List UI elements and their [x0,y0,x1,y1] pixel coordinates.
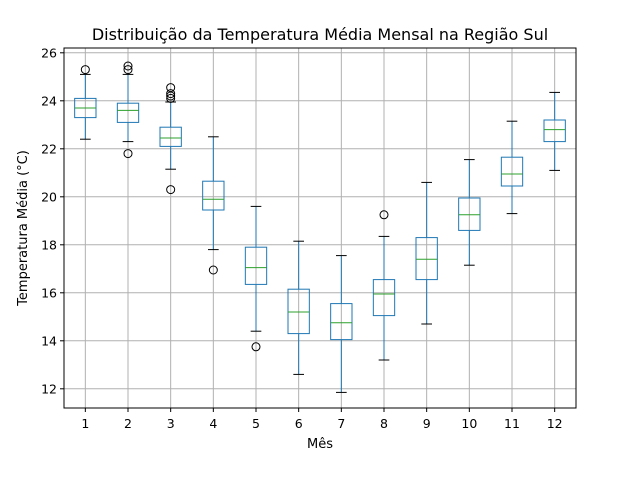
plot-frame [63,47,577,409]
x-tick-label: 6 [295,416,303,431]
x-tick-label: 1 [81,416,89,431]
x-axis-title: Mês [307,437,333,452]
x-tick-label: 10 [461,416,477,431]
box-month-12 [543,91,566,171]
x-tick-label: 4 [209,416,217,431]
box-month-2 [116,61,140,159]
x-tick-label: 2 [124,416,132,431]
y-tick-label: 20 [41,189,57,204]
iqr-box [244,246,268,285]
box-month-11 [500,120,524,215]
iqr-box [330,303,353,341]
iqr-box [372,279,396,317]
y-axis-title: Temperatura Média (°C) [16,150,31,307]
iqr-box [287,288,310,335]
outlier-point [166,83,176,93]
y-tick-label: 12 [41,381,57,396]
iqr-box [202,180,225,211]
iqr-box [159,126,182,147]
y-tick-label: 22 [41,141,57,156]
x-tick-label: 12 [547,416,563,431]
x-tick-label: 5 [252,416,260,431]
y-tick-label: 14 [41,333,57,348]
outlier-point [123,61,133,71]
outlier-point [166,93,176,103]
outlier-point [123,65,133,75]
box-month-10 [458,159,481,266]
outlier-point [379,210,389,220]
box-month-9 [415,181,438,325]
chart-title: Distribuição da Temperatura Média Mensal… [92,25,548,44]
outlier-point [80,65,90,75]
iqr-box [116,102,140,123]
box-month-5 [244,205,268,352]
outlier-point [251,342,261,352]
box-month-7 [330,255,353,393]
x-tick-label: 11 [504,416,520,431]
iqr-box [543,119,566,143]
iqr-box [500,156,524,187]
outlier-point [166,185,176,195]
box-month-8 [372,210,396,361]
y-tick-label: 26 [41,45,57,60]
x-tick-label: 9 [423,416,431,431]
x-tick-label: 8 [380,416,388,431]
box-month-6 [287,240,310,375]
iqr-box [458,197,481,231]
y-tick-label: 18 [41,237,57,252]
box-layer [74,61,566,393]
outlier-point [166,89,176,99]
x-tick-label: 7 [337,416,345,431]
iqr-box [415,237,438,281]
box-month-4 [202,136,225,275]
y-tick-label: 24 [41,93,57,108]
outlier-point [208,265,218,275]
outlier-point [123,149,133,159]
box-month-1 [74,65,97,140]
y-tick-label: 16 [41,285,57,300]
x-tick-label: 3 [167,416,175,431]
box-month-3 [159,83,182,195]
